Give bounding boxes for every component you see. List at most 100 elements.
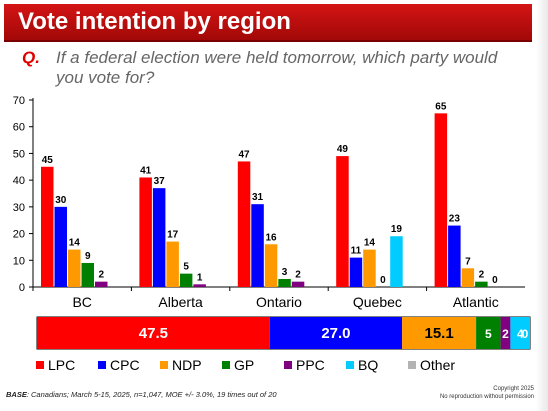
stacked-segment-lpc — [37, 317, 270, 349]
data-label: 11 — [351, 246, 362, 257]
legend-label: LPC — [48, 357, 75, 373]
stacked-segment-cpc — [269, 317, 403, 349]
base-note: BASE: Canadians; March 5-15, 2025, n=1,0… — [6, 390, 277, 399]
data-label: 17 — [167, 230, 179, 241]
legend-swatch-ppc — [284, 361, 292, 369]
data-label: 30 — [55, 195, 67, 206]
legend-swatch-bq — [346, 361, 354, 369]
bar-lpc — [434, 113, 448, 287]
data-label: 0 — [492, 275, 498, 286]
bar-cpc — [152, 188, 166, 287]
y-tick-label: 10 — [13, 255, 25, 267]
data-label: 47 — [238, 149, 250, 160]
stacked-segment-bq — [510, 317, 530, 349]
data-label: 16 — [265, 232, 277, 243]
legend-label: GP — [234, 357, 254, 373]
bar-ndp — [363, 249, 376, 287]
data-label: 23 — [449, 214, 461, 225]
title-bar: Vote intention by region — [4, 4, 532, 42]
legend-label: BQ — [358, 357, 378, 373]
data-label: 31 — [252, 192, 264, 203]
data-label: 14 — [69, 238, 81, 249]
legend-label: NDP — [172, 357, 202, 373]
stacked-segment-gp — [476, 317, 501, 349]
bar-lpc — [237, 161, 251, 287]
legend-label: CPC — [110, 357, 140, 373]
bar-cpc — [54, 206, 67, 287]
y-tick-label: 70 — [13, 95, 25, 107]
stacked-label: 47.5 — [139, 325, 168, 342]
data-label: 65 — [435, 101, 447, 112]
copyright: Copyright 2025 No reproduction without p… — [440, 385, 534, 401]
data-label: 3 — [282, 267, 288, 278]
data-label: 37 — [154, 176, 166, 187]
base-text: : Canadians; March 5-15, 2025, n=1,047, … — [26, 390, 277, 399]
stacked-segment-ppc — [500, 317, 511, 349]
x-tick-label: BC — [72, 294, 91, 310]
stacked-label: 15.1 — [424, 325, 453, 342]
bar-cpc — [251, 204, 264, 287]
data-label: 45 — [42, 155, 54, 166]
legend-label: Other — [420, 357, 455, 373]
bar-cpc — [349, 257, 363, 287]
bar-gp — [278, 278, 291, 287]
copyright-line-2: No reproduction without permission — [439, 394, 534, 400]
stacked-label: 0 — [522, 327, 529, 341]
x-tick-label: Alberta — [158, 294, 203, 310]
data-label: 2 — [479, 270, 485, 281]
stacked-label: 2 — [502, 327, 509, 341]
bar-ppc — [291, 281, 305, 287]
bar-lpc — [139, 177, 152, 287]
copyright-line-1: Copyright 2025 — [493, 386, 534, 392]
legend-swatch-other — [408, 361, 416, 369]
x-tick-label: Atlantic — [453, 294, 499, 310]
data-label: 0 — [380, 275, 386, 286]
y-tick-label: 0 — [19, 282, 25, 294]
bar-ndp — [461, 268, 475, 287]
legend-swatch-ndp — [160, 361, 168, 369]
stacked-label: 5 — [485, 327, 492, 341]
legend-swatch-gp — [222, 361, 230, 369]
bar-gp — [475, 281, 488, 287]
legend-label: PPC — [296, 357, 325, 373]
data-label: 1 — [197, 272, 203, 283]
stacked-segment-ndp — [402, 317, 477, 349]
legend-swatch-cpc — [98, 361, 106, 369]
y-tick-label: 50 — [13, 148, 25, 160]
data-label: 2 — [98, 270, 104, 281]
y-tick-label: 40 — [13, 175, 25, 187]
bar-cpc — [448, 225, 461, 287]
page-edge — [536, 0, 548, 411]
slide-title: Vote intention by region — [18, 8, 291, 35]
question-text: If a federal election were held tomorrow… — [56, 48, 498, 87]
data-label: 2 — [295, 270, 301, 281]
x-tick-label: Ontario — [256, 294, 302, 310]
bar-ndp — [264, 244, 278, 287]
base-label: BASE — [6, 390, 27, 399]
bar-lpc — [41, 166, 54, 287]
data-label: 14 — [364, 238, 376, 249]
y-tick-label: 30 — [13, 202, 25, 214]
bar-ppc — [193, 284, 206, 287]
legend-swatch-lpc — [36, 361, 44, 369]
y-tick-label: 20 — [13, 229, 25, 241]
data-label: 19 — [391, 224, 403, 235]
bar-lpc — [336, 156, 349, 287]
bar-ppc — [95, 281, 108, 287]
y-tick-label: 60 — [13, 122, 25, 134]
bar-ndp — [68, 249, 81, 287]
bar-ndp — [166, 241, 179, 287]
stacked-label: 4 — [517, 327, 524, 341]
data-label: 7 — [465, 256, 471, 267]
bar-bq — [390, 236, 403, 287]
data-label: 9 — [85, 251, 91, 262]
bar-gp — [81, 262, 94, 287]
data-label: 5 — [183, 262, 189, 273]
x-tick-label: Quebec — [353, 294, 402, 310]
data-label: 41 — [140, 165, 152, 176]
question-label: Q. — [22, 48, 40, 67]
stacked-label: 27.0 — [321, 325, 350, 342]
data-label: 49 — [337, 144, 349, 155]
